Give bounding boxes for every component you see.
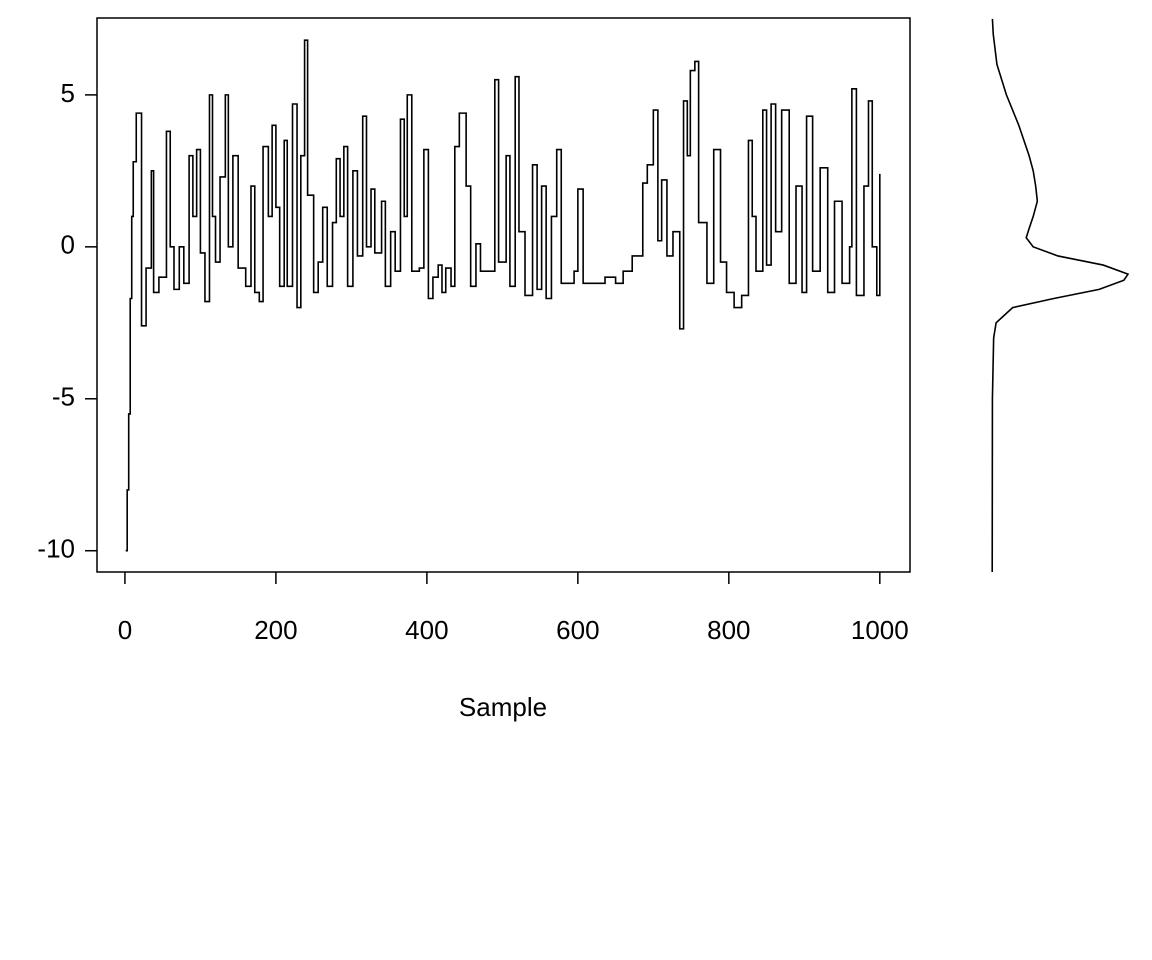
y-tick-label: -5 — [52, 382, 75, 412]
x-tick-label: 200 — [254, 615, 297, 645]
y-tick-label: 0 — [61, 230, 75, 260]
density-curve — [991, 18, 1130, 573]
x-tick-label: 0 — [118, 615, 132, 645]
x-tick-label: 800 — [707, 615, 750, 645]
trace-line — [125, 39, 881, 552]
x-tick-label: 1000 — [851, 615, 909, 645]
x-tick-label: 400 — [405, 615, 448, 645]
x-axis-label: Sample — [459, 692, 547, 722]
x-tick-label: 600 — [556, 615, 599, 645]
y-tick-label: 5 — [61, 78, 75, 108]
y-tick-label: -10 — [37, 534, 75, 564]
plot-frame — [96, 17, 911, 573]
